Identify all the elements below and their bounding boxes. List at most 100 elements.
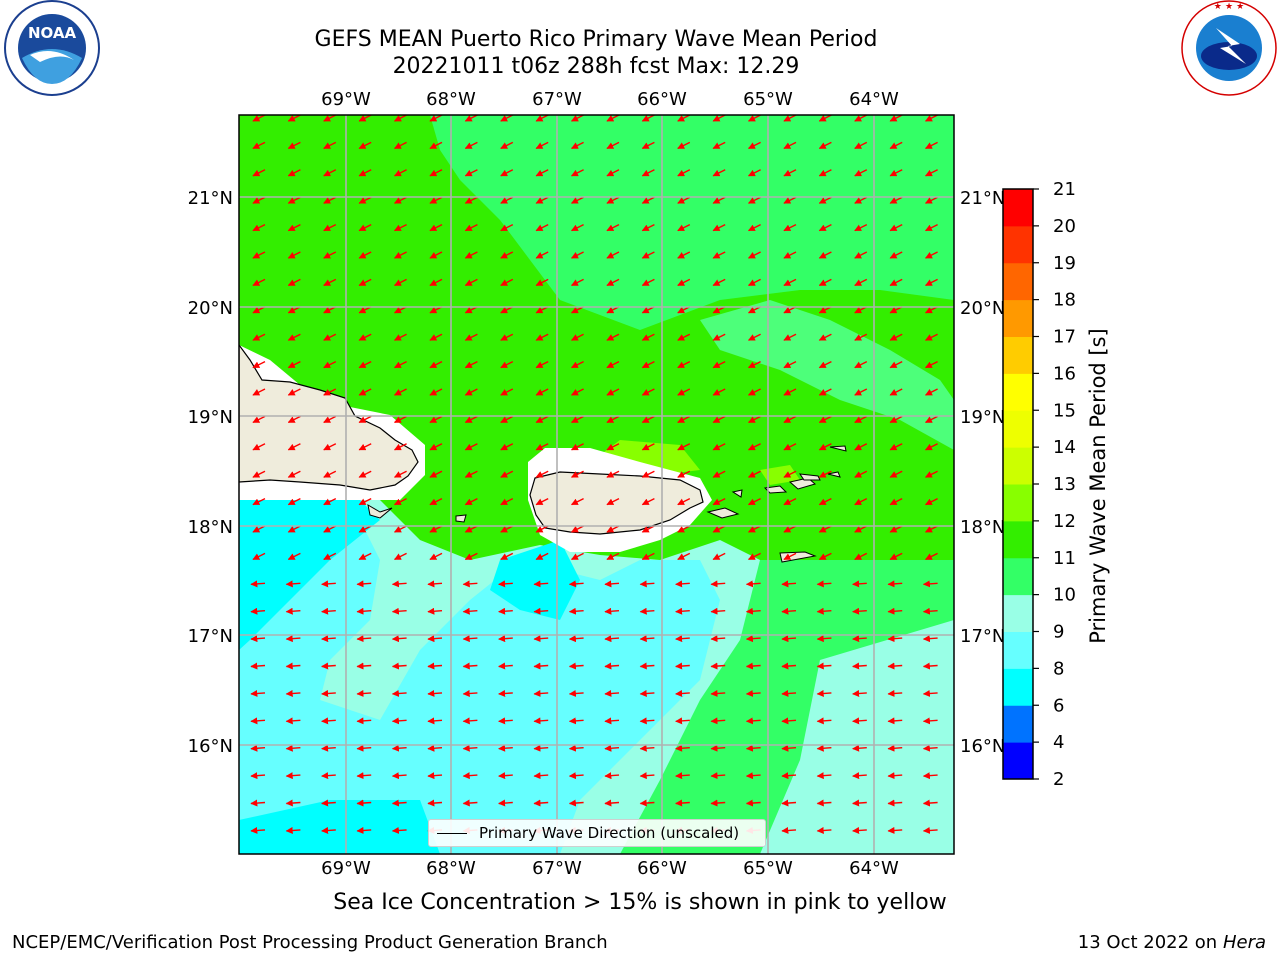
wave-arrow: [570, 360, 584, 369]
wave-arrow: [818, 525, 832, 533]
wave-arrow: [710, 799, 726, 807]
wave-arrow: [922, 607, 938, 615]
wave-arrow: [604, 744, 620, 752]
wave-arrow: [321, 826, 336, 834]
colorbar-segment: [1003, 299, 1033, 337]
wave-arrow: [462, 772, 478, 780]
wave-arrow: [535, 141, 549, 150]
lon-label-bottom: 64°W: [849, 858, 899, 879]
wave-arrow: [677, 552, 691, 561]
wave-arrow: [712, 251, 726, 259]
wave-arrow: [889, 525, 903, 533]
wave-arrow: [606, 115, 620, 122]
wave-arrow: [462, 689, 478, 697]
wave-arrow: [639, 772, 655, 780]
legend-label: Primary Wave Direction (unscaled): [479, 824, 740, 842]
lat-labels-right: 21°N 20°N 19°N 18°N 17°N 16°N: [960, 188, 1005, 757]
wave-arrow: [570, 415, 584, 424]
wave-arrow: [712, 470, 726, 478]
wave-arrow: [427, 580, 443, 588]
wave-arrow: [889, 415, 903, 424]
wave-arrow: [816, 744, 832, 752]
wave-arrow: [356, 772, 372, 780]
wave-arrow: [854, 115, 868, 122]
wave-arrow: [391, 635, 407, 643]
wave-arrow: [854, 470, 868, 478]
lat-labels-left: 21°N 20°N 19°N 18°N 17°N 16°N: [188, 188, 233, 757]
wave-arrow: [356, 580, 372, 588]
svg-text:★ ★ ★: ★ ★ ★: [1214, 2, 1244, 12]
caption: Sea Ice Concentration > 15% is shown in …: [333, 890, 947, 915]
wave-arrow: [285, 607, 301, 615]
wave-arrow: [391, 717, 407, 725]
wave-arrow: [852, 607, 867, 615]
wave-arrow: [783, 169, 797, 177]
colorbar-tick-label: 20: [1053, 216, 1076, 237]
wave-arrow: [889, 115, 903, 122]
chart-title: GEFS MEAN Puerto Rico Primary Wave Mean …: [314, 27, 878, 52]
lat-label-right: 21°N: [960, 188, 1005, 209]
wave-arrow: [252, 443, 266, 451]
wave-arrow: [500, 196, 514, 204]
wave-arrow: [641, 115, 655, 122]
wave-arrow: [818, 470, 832, 478]
wave-arrow: [889, 497, 903, 506]
wave-arrow: [252, 115, 266, 122]
wave-arrow: [323, 360, 337, 369]
wave-arrow: [852, 662, 867, 670]
wave-arrow: [924, 525, 938, 533]
wave-arrow: [356, 662, 372, 670]
lat-label-left: 18°N: [188, 517, 233, 538]
wave-arrow: [924, 497, 938, 506]
wave-arrow: [250, 826, 266, 834]
wave-arrow: [500, 470, 514, 478]
wave-arrow: [358, 388, 372, 396]
wave-arrow: [747, 278, 761, 287]
wave-arrow: [781, 744, 797, 752]
wave-arrow: [747, 141, 761, 150]
wave-arrow: [356, 689, 372, 697]
wave-arrow: [393, 360, 407, 369]
wave-arrow: [854, 360, 868, 369]
wave-arrow: [570, 223, 584, 232]
wave-arrow: [429, 223, 443, 232]
wave-arrow: [747, 196, 761, 204]
land-mona: [455, 514, 467, 523]
wave-arrow: [677, 115, 691, 122]
wave-arrow: [783, 360, 797, 369]
wave-arrow: [323, 443, 337, 451]
wave-arrow: [818, 251, 832, 259]
wave-arrow: [889, 333, 903, 341]
land-saona: [367, 504, 393, 519]
wave-arrow: [356, 635, 372, 643]
wave-arrow: [500, 552, 514, 561]
wave-arrow: [535, 525, 549, 533]
land-puerto-rico: [529, 471, 704, 535]
wave-arrow: [712, 223, 726, 232]
wave-arrow: [500, 388, 514, 396]
lon-label-top: 64°W: [849, 89, 899, 110]
wave-arrow: [781, 662, 797, 670]
wave-arrow: [745, 662, 761, 670]
wave-arrow: [535, 115, 549, 122]
wave-arrow: [323, 497, 337, 506]
lat-label-left: 19°N: [188, 407, 233, 428]
wave-arrow: [323, 223, 337, 232]
wave-arrow: [358, 443, 372, 451]
colorbar-segment: [1003, 557, 1033, 596]
wave-arrow: [854, 223, 868, 232]
wave-arrow: [568, 717, 584, 725]
wave-arrow: [639, 689, 655, 697]
colorbar-segment: [1003, 520, 1033, 559]
wave-arrow: [427, 799, 443, 807]
colorbar-tick-label: 8: [1053, 658, 1064, 679]
wave-arrow: [922, 689, 938, 697]
wave-arrow: [922, 772, 938, 780]
wave-arrow: [854, 497, 868, 506]
wave-arrow: [604, 799, 620, 807]
wave-arrow: [464, 333, 478, 341]
wave-arrow: [570, 251, 584, 259]
wave-arrow: [464, 278, 478, 287]
wave-arrow: [783, 223, 797, 232]
wave-arrow: [854, 443, 868, 451]
